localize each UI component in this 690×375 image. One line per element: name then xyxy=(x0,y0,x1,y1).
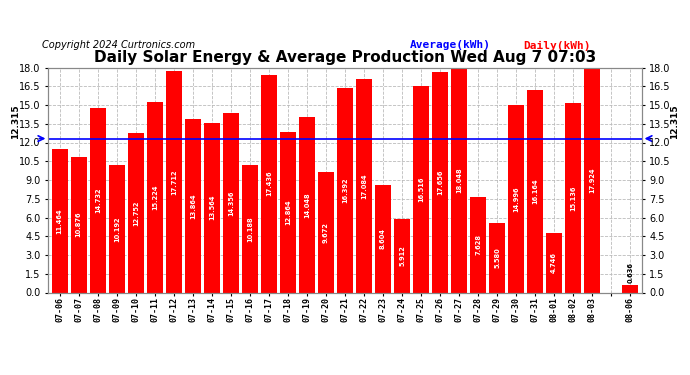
Bar xyxy=(432,72,448,292)
Text: 5.580: 5.580 xyxy=(494,247,500,268)
Text: Average(kWh): Average(kWh) xyxy=(411,40,491,51)
Bar xyxy=(204,123,220,292)
Bar xyxy=(223,113,239,292)
Text: 14.356: 14.356 xyxy=(228,190,234,216)
Text: 9.672: 9.672 xyxy=(323,222,329,243)
Bar xyxy=(527,90,543,292)
Bar xyxy=(318,172,334,292)
Bar xyxy=(413,86,429,292)
Text: 8.604: 8.604 xyxy=(380,228,386,249)
Text: 14.732: 14.732 xyxy=(95,188,101,213)
Text: 13.864: 13.864 xyxy=(190,193,196,219)
Bar xyxy=(128,133,144,292)
Text: 17.084: 17.084 xyxy=(361,173,367,198)
Text: 10.188: 10.188 xyxy=(247,216,253,242)
Text: 17.436: 17.436 xyxy=(266,171,272,196)
Text: 4.746: 4.746 xyxy=(551,252,558,273)
Text: 0.636: 0.636 xyxy=(627,262,633,283)
Text: Daily(kWh): Daily(kWh) xyxy=(523,40,591,51)
Text: 14.996: 14.996 xyxy=(513,186,519,211)
Text: 16.392: 16.392 xyxy=(342,177,348,203)
Bar xyxy=(470,197,486,292)
Text: 12.864: 12.864 xyxy=(285,199,291,225)
Bar xyxy=(70,156,87,292)
Bar xyxy=(337,88,353,292)
Text: 16.164: 16.164 xyxy=(532,178,538,204)
Bar xyxy=(489,223,505,292)
Text: 16.516: 16.516 xyxy=(418,177,424,202)
Bar xyxy=(299,117,315,292)
Title: Daily Solar Energy & Average Production Wed Aug 7 07:03: Daily Solar Energy & Average Production … xyxy=(94,50,596,65)
Text: 17.712: 17.712 xyxy=(171,169,177,195)
Text: 12.315: 12.315 xyxy=(11,104,20,139)
Text: 7.628: 7.628 xyxy=(475,234,481,255)
Text: 17.924: 17.924 xyxy=(589,168,595,193)
Bar xyxy=(451,67,467,292)
Bar xyxy=(622,285,638,292)
Bar xyxy=(261,75,277,292)
Bar xyxy=(90,108,106,292)
Bar xyxy=(508,105,524,292)
Bar xyxy=(546,233,562,292)
Bar xyxy=(52,149,68,292)
Text: Copyright 2024 Curtronics.com: Copyright 2024 Curtronics.com xyxy=(42,40,195,51)
Bar xyxy=(185,119,201,292)
Text: 18.048: 18.048 xyxy=(456,167,462,192)
Bar xyxy=(109,165,125,292)
Bar xyxy=(241,165,258,292)
Text: 13.564: 13.564 xyxy=(209,195,215,220)
Text: 15.224: 15.224 xyxy=(152,184,158,210)
Bar xyxy=(375,185,391,292)
Text: 5.912: 5.912 xyxy=(399,245,405,266)
Bar xyxy=(394,219,410,292)
Text: 10.876: 10.876 xyxy=(76,212,81,237)
Text: 15.136: 15.136 xyxy=(570,185,576,211)
Bar xyxy=(166,71,182,292)
Text: 12.752: 12.752 xyxy=(132,200,139,225)
Bar xyxy=(584,69,600,292)
Bar xyxy=(147,102,163,292)
Text: 14.048: 14.048 xyxy=(304,192,310,217)
Bar xyxy=(565,103,581,292)
Text: 10.192: 10.192 xyxy=(114,216,120,242)
Bar xyxy=(356,79,372,292)
Text: 11.464: 11.464 xyxy=(57,208,63,234)
Bar xyxy=(280,132,296,292)
Text: 17.656: 17.656 xyxy=(437,170,443,195)
Text: 12.315: 12.315 xyxy=(670,104,679,139)
